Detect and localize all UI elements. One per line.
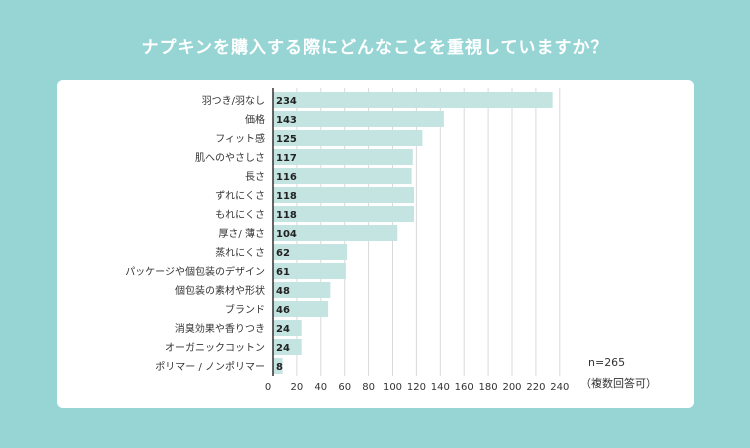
category-label: もれにくさ [215, 209, 265, 221]
bar [273, 244, 348, 260]
category-label: ブランド [225, 303, 265, 316]
x-tick-label: 40 [314, 382, 327, 393]
value-label: 125 [276, 134, 297, 145]
chart-title: ナプキンを購入する際にどんなことを重視していますか？ [141, 38, 609, 58]
value-label: 117 [276, 153, 297, 164]
bar [273, 130, 423, 146]
category-label: 長さ [245, 171, 265, 183]
x-tick-label: 120 [407, 382, 426, 393]
category-label: オーガニックコットン [165, 342, 265, 354]
bar [273, 263, 346, 279]
x-tick-label: 180 [479, 382, 498, 393]
x-tick-label: 60 [338, 382, 351, 393]
x-tick-label: 200 [502, 382, 521, 393]
chart-card [57, 80, 694, 408]
category-label: 蒸れにくさ [215, 247, 265, 259]
bar [273, 358, 283, 374]
value-labels: 234 143 125 117 116 118 118 104 62 61 48 46 24 24 8 [276, 96, 297, 373]
value-label: 118 [276, 210, 297, 221]
x-tick-label: 160 [455, 382, 474, 393]
bar [273, 206, 415, 222]
multiple-answer-note: （複数回答可） [580, 376, 657, 390]
category-label: 個包装の素材や形状 [175, 284, 265, 297]
category-label: パッケージや個包装のデザイン [125, 265, 265, 278]
x-tick-labels: 0 20 40 60 80 100 120 140 160 180 200 220 240 [265, 382, 570, 393]
value-label: 118 [276, 191, 297, 202]
bar [273, 320, 302, 336]
bar [273, 111, 444, 127]
x-tick-label: 220 [526, 382, 545, 393]
value-label: 48 [276, 286, 290, 297]
value-label: 104 [276, 229, 297, 240]
value-label: 8 [276, 362, 283, 373]
value-label: 46 [276, 305, 290, 316]
bars [273, 92, 553, 374]
x-tick-label: 240 [550, 382, 569, 393]
x-tick-label: 100 [383, 382, 402, 393]
bar [273, 168, 412, 184]
bar [273, 92, 553, 108]
value-label: 62 [276, 248, 290, 259]
bar [273, 187, 415, 203]
x-tick-label: 20 [291, 382, 304, 393]
bar [273, 282, 331, 298]
category-label: 消臭効果や香りつき [175, 322, 265, 335]
value-label: 24 [276, 343, 290, 354]
category-label: 羽つき/羽なし [202, 95, 265, 107]
category-label: ポリマー / ノンポリマー [155, 361, 265, 373]
bar [273, 149, 413, 165]
value-label: 116 [276, 172, 297, 183]
x-tick-label: 140 [431, 382, 450, 393]
category-label: 肌へのやさしさ [195, 152, 265, 164]
category-label: ずれにくさ [215, 190, 265, 202]
value-label: 61 [276, 267, 290, 278]
value-label: 24 [276, 324, 290, 335]
category-label: 厚さ/ 薄さ [218, 227, 265, 240]
x-tick-label: 80 [362, 382, 375, 393]
value-label: 234 [276, 96, 297, 107]
category-label: 価格 [245, 113, 265, 126]
value-label: 143 [276, 115, 297, 126]
bar [273, 301, 328, 317]
sample-size-note: n=265 [588, 356, 625, 369]
category-label: フィット感 [215, 132, 265, 145]
bar [273, 339, 302, 355]
bar [273, 225, 398, 241]
x-tick-label: 0 [265, 382, 271, 393]
